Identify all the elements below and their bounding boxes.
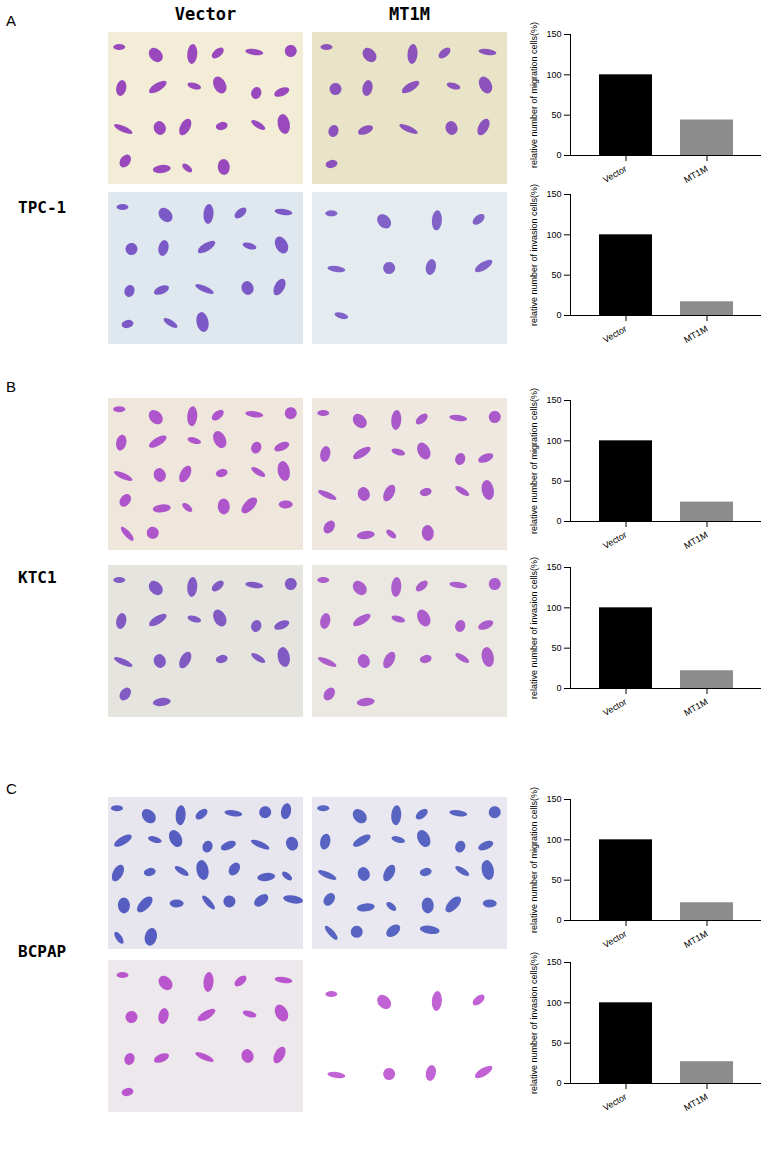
- svg-text:MT1M: MT1M: [682, 1092, 709, 1113]
- svg-text:0: 0: [556, 1078, 561, 1088]
- svg-text:150: 150: [546, 189, 561, 199]
- svg-text:Vector: Vector: [601, 1092, 628, 1113]
- html-text:B: B: [6, 378, 16, 395]
- svg-text:0: 0: [556, 683, 561, 693]
- svg-text:150: 150: [546, 29, 561, 39]
- svg-text:relative number of invasion ce: relative number of invasion cells(%): [529, 557, 539, 699]
- svg-text:MT1M: MT1M: [682, 324, 709, 345]
- svg-text:0: 0: [556, 915, 561, 925]
- html-text:TPC-1: TPC-1: [18, 198, 67, 217]
- svg-text:Vector: Vector: [601, 697, 628, 718]
- svg-text:relative number of migration c: relative number of migration cells(%): [529, 388, 539, 534]
- svg-text:150: 150: [546, 794, 561, 804]
- svg-text:100: 100: [546, 603, 561, 613]
- svg-text:Vector: Vector: [601, 164, 628, 185]
- svg-text:relative number of migration c: relative number of migration cells(%): [529, 787, 539, 933]
- svg-text:relative number of invasion ce: relative number of invasion cells(%): [529, 184, 539, 326]
- svg-text:relative number of invasion ce: relative number of invasion cells(%): [529, 952, 539, 1094]
- svg-text:Vector: Vector: [601, 929, 628, 950]
- svg-text:100: 100: [546, 436, 561, 446]
- svg-text:150: 150: [546, 395, 561, 405]
- svg-text:100: 100: [546, 70, 561, 80]
- svg-text:Vector: Vector: [601, 530, 628, 551]
- svg-text:0: 0: [556, 516, 561, 526]
- html-text:Vector: Vector: [174, 4, 237, 24]
- html-text:BCPAP: BCPAP: [18, 942, 67, 961]
- svg-text:100: 100: [546, 835, 561, 845]
- svg-text:100: 100: [546, 998, 561, 1008]
- svg-text:Vector: Vector: [601, 324, 628, 345]
- svg-text:150: 150: [546, 957, 561, 967]
- svg-text:150: 150: [546, 562, 561, 572]
- svg-text:MT1M: MT1M: [682, 164, 709, 185]
- html-text:MT1M: MT1M: [389, 4, 430, 24]
- svg-text:50: 50: [551, 270, 561, 280]
- svg-text:50: 50: [551, 875, 561, 885]
- svg-text:MT1M: MT1M: [682, 530, 709, 551]
- svg-text:MT1M: MT1M: [682, 697, 709, 718]
- svg-text:100: 100: [546, 230, 561, 240]
- svg-text:50: 50: [551, 643, 561, 653]
- html-text:KTC1: KTC1: [18, 568, 57, 587]
- svg-text:0: 0: [556, 310, 561, 320]
- html-text:C: C: [6, 780, 17, 797]
- html-text:A: A: [6, 12, 16, 29]
- svg-text:relative number of migration c: relative number of migration cells(%): [529, 22, 539, 168]
- svg-text:50: 50: [551, 1038, 561, 1048]
- svg-text:MT1M: MT1M: [682, 929, 709, 950]
- svg-text:50: 50: [551, 476, 561, 486]
- svg-text:50: 50: [551, 110, 561, 120]
- svg-text:0: 0: [556, 150, 561, 160]
